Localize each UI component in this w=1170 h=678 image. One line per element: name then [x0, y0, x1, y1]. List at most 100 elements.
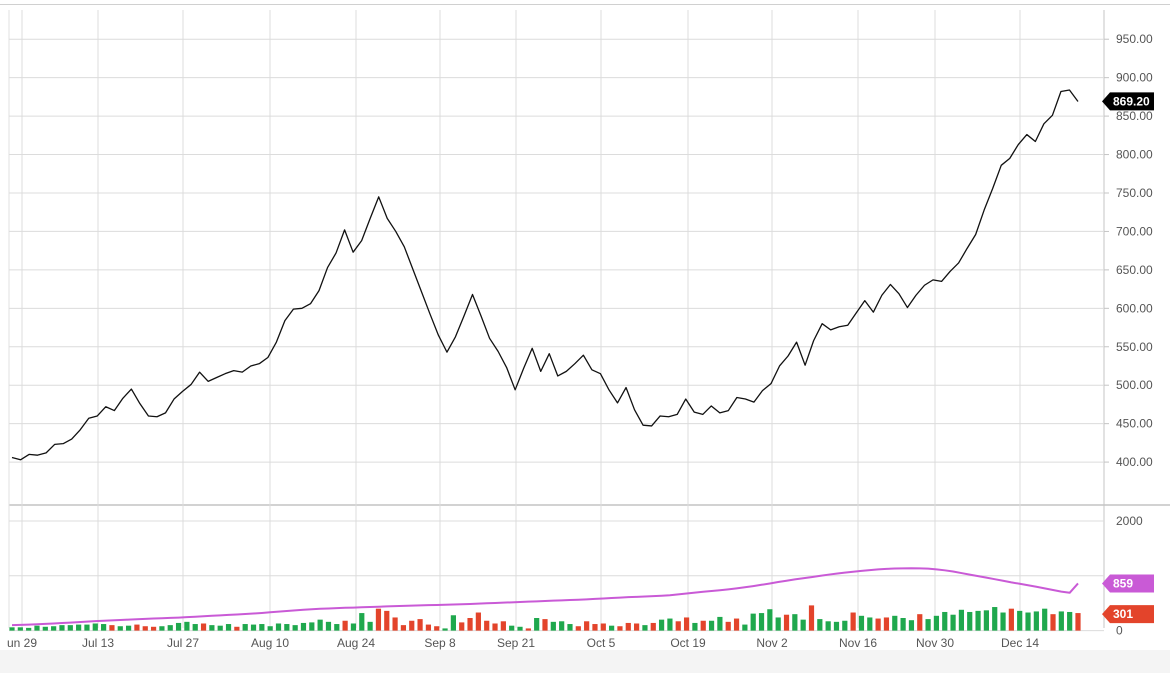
volume-bar-down	[392, 617, 398, 631]
volume-bar-up	[925, 619, 931, 631]
volume-bar-up	[717, 616, 723, 631]
volume-bar-up	[300, 622, 307, 631]
volume-bar-up	[692, 622, 698, 631]
volume-bar-up	[950, 614, 956, 631]
volume-average-line	[11, 567, 1079, 627]
top-border	[0, 4, 1170, 5]
volume-bar-up	[117, 626, 123, 631]
grid-lines	[8, 10, 1170, 632]
volume-bar-up	[800, 619, 806, 631]
volume-bar-down	[475, 612, 481, 631]
volume-bars	[9, 605, 1081, 631]
volume-bar-up	[750, 613, 756, 631]
volume-bar-down	[525, 628, 531, 631]
volume-bar-up	[767, 609, 773, 631]
x-tick-label: Nov 16	[839, 636, 877, 650]
volume-bar-up	[284, 624, 290, 631]
x-tick-label: Oct 19	[670, 636, 706, 650]
volume-bar-down	[384, 610, 390, 631]
price-tick-label: 500.00	[1116, 378, 1153, 392]
volume-bar-up	[509, 625, 515, 631]
volume-bar-up	[908, 620, 915, 631]
volume-bar-up	[958, 609, 965, 631]
volume-bar-down	[625, 622, 631, 631]
x-tick-label: Sep 8	[424, 636, 456, 650]
price-tick-label: 850.00	[1116, 109, 1153, 123]
price-tick-label: 550.00	[1116, 340, 1153, 354]
volume-average-series	[11, 567, 1079, 627]
price-series	[11, 89, 1079, 461]
volume-bar-down	[434, 626, 440, 631]
volume-bar-up	[250, 624, 257, 631]
volume-bar-down	[234, 626, 240, 631]
volume-bar-up	[858, 615, 865, 631]
volume-bar-up	[225, 624, 232, 631]
volume-bar-down	[400, 625, 407, 631]
volume-bar-up	[842, 620, 848, 631]
volume-bar-up	[275, 623, 282, 631]
volume-bar-down	[808, 605, 815, 631]
volume-bar-up	[209, 625, 215, 631]
volume-bar-up	[217, 625, 223, 631]
volume-bar-down	[850, 612, 856, 631]
volume-average-badge-text: 859	[1113, 577, 1133, 591]
volume-bar-up	[933, 615, 940, 631]
volume-bar-down	[467, 618, 473, 631]
volume-bar-up	[334, 624, 340, 631]
volume-bar-up	[534, 618, 540, 631]
volume-bar-up	[192, 624, 198, 631]
volume-bar-down	[342, 620, 348, 631]
volume-bar-down	[150, 626, 157, 631]
volume-bar-up	[9, 627, 15, 631]
volume-bar-up	[817, 619, 823, 631]
volume-bar-down	[142, 626, 148, 631]
volume-bar-down	[917, 614, 923, 631]
volume-bar-down	[459, 622, 465, 631]
x-tick-label: Jul 27	[167, 636, 199, 650]
price-tick-label: 900.00	[1116, 71, 1153, 85]
price-tick-label: 700.00	[1116, 224, 1153, 238]
volume-average-badge-bg	[1102, 574, 1154, 593]
volume-bar-up	[259, 624, 265, 631]
last-price-badge-bg	[1102, 92, 1154, 111]
price-tick-label: 750.00	[1116, 186, 1153, 200]
volume-bar-down	[617, 626, 623, 631]
volume-bar-up	[942, 611, 948, 631]
volume-bar-up	[992, 607, 998, 631]
volume-bar-down	[109, 625, 115, 631]
volume-bar-down	[725, 621, 731, 631]
volume-bar-up	[758, 613, 765, 631]
volume-bar-down	[200, 623, 207, 631]
price-tick-label: 400.00	[1116, 455, 1153, 469]
volume-bar-down	[600, 623, 606, 631]
volume-bar-up	[517, 626, 523, 631]
volume-bar-down	[542, 619, 548, 631]
volume-bar-up	[567, 624, 573, 631]
volume-bar-up	[833, 621, 840, 631]
volume-bar-up	[642, 625, 648, 631]
x-tick-label: un 29	[7, 636, 37, 650]
volume-bar-up	[51, 626, 57, 631]
volume-bar-up	[125, 625, 132, 631]
volume-tick-label: 0	[1116, 624, 1123, 638]
volume-bar-down	[492, 623, 498, 631]
volume-bar-up	[359, 613, 365, 631]
volume-bar-up	[792, 614, 798, 631]
volume-bar-up	[1025, 612, 1031, 631]
volume-bar-up	[26, 627, 32, 631]
volume-bar-up	[42, 626, 48, 631]
volume-bar-up	[184, 621, 190, 631]
volume-bar-up	[1067, 611, 1073, 631]
volume-bar-up	[317, 619, 323, 631]
value-badges: 869.20 859 301	[1102, 92, 1154, 624]
volume-bar-down	[134, 624, 140, 631]
x-tick-label: Sep 21	[497, 636, 535, 650]
volume-bar-up	[59, 625, 65, 631]
volume-badge-bg	[1102, 605, 1154, 624]
price-tick-label: 650.00	[1116, 263, 1153, 277]
x-tick-label: Oct 5	[587, 636, 616, 650]
volume-bar-up	[708, 620, 715, 631]
x-tick-label: Dec 14	[1001, 636, 1039, 650]
price-tick-label: 800.00	[1116, 148, 1153, 162]
